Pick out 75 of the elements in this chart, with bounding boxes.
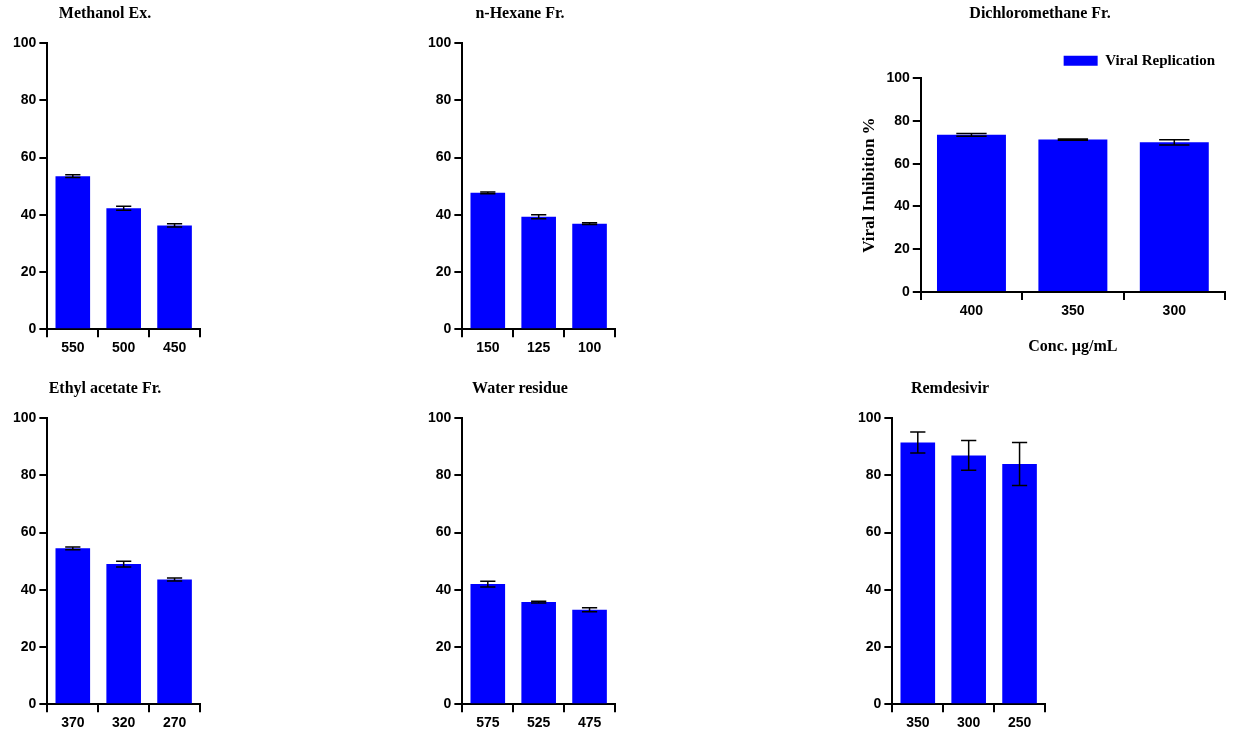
y-tick-label: 60 bbox=[435, 148, 452, 165]
y-tick-label: 80 bbox=[20, 466, 37, 483]
bar bbox=[470, 192, 506, 329]
bar bbox=[572, 223, 607, 329]
chart-title: Water residue bbox=[472, 378, 568, 396]
y-tick-label: 20 bbox=[20, 262, 37, 279]
y-tick-label: 20 bbox=[894, 240, 910, 257]
y-tick-label: 0 bbox=[443, 320, 452, 337]
y-tick-label: 20 bbox=[865, 637, 882, 654]
bar bbox=[55, 548, 91, 704]
x-tick-label: 350 bbox=[1061, 302, 1085, 319]
x-tick-label: 320 bbox=[112, 714, 136, 731]
y-tick-label: 100 bbox=[858, 409, 882, 426]
x-axis-title: Conc. µg/mL bbox=[1028, 336, 1118, 355]
y-tick-label: 80 bbox=[435, 91, 452, 108]
y-tick-label: 60 bbox=[894, 154, 910, 171]
y-tick-label: 0 bbox=[873, 695, 882, 712]
y-tick-label: 40 bbox=[435, 205, 452, 222]
x-tick-label: 125 bbox=[527, 339, 551, 356]
bar bbox=[106, 208, 141, 329]
y-tick-label: 100 bbox=[13, 409, 37, 426]
x-tick-label: 475 bbox=[577, 714, 602, 731]
y-tick-label: 80 bbox=[865, 466, 882, 483]
x-tick-label: 100 bbox=[577, 339, 602, 356]
x-tick-label: 300 bbox=[1162, 302, 1187, 319]
y-tick-label: 40 bbox=[20, 205, 37, 222]
y-tick-label: 0 bbox=[28, 320, 37, 337]
y-tick-label: 100 bbox=[428, 409, 452, 426]
bar bbox=[1002, 463, 1037, 704]
y-tick-label: 0 bbox=[28, 695, 37, 712]
y-tick-label: 40 bbox=[20, 580, 37, 597]
chart-title: n-Hexane Fr. bbox=[475, 3, 565, 21]
x-tick-label: 250 bbox=[1007, 714, 1032, 731]
x-tick-label: 500 bbox=[112, 339, 136, 356]
bar bbox=[951, 455, 986, 704]
y-tick-label: 100 bbox=[13, 34, 37, 51]
y-tick-label: 20 bbox=[435, 262, 452, 279]
x-tick-label: 525 bbox=[527, 714, 551, 731]
legend-label: Viral Replication bbox=[1105, 51, 1216, 68]
x-tick-label: 550 bbox=[61, 339, 85, 356]
y-tick-label: 80 bbox=[20, 91, 37, 108]
bar bbox=[157, 579, 192, 704]
x-tick-label: 575 bbox=[476, 714, 500, 731]
y-tick-label: 40 bbox=[894, 197, 910, 214]
y-tick-label: 60 bbox=[435, 523, 452, 540]
y-tick-label: 20 bbox=[435, 637, 452, 654]
chart-title: Ethyl acetate Fr. bbox=[48, 378, 162, 397]
bar bbox=[55, 176, 91, 329]
y-tick-label: 0 bbox=[901, 282, 910, 299]
bar bbox=[106, 564, 141, 704]
x-tick-label: 450 bbox=[162, 339, 187, 356]
chart-title: Dichloromethane Fr. bbox=[969, 3, 1111, 21]
y-tick-label: 0 bbox=[443, 695, 452, 712]
y-tick-label: 40 bbox=[865, 580, 882, 597]
y-axis-title: Viral Inhibition % bbox=[858, 117, 878, 253]
bar bbox=[157, 225, 192, 329]
x-tick-label: 400 bbox=[959, 302, 984, 319]
y-tick-label: 80 bbox=[435, 466, 452, 483]
bar bbox=[521, 216, 556, 329]
y-tick-label: 60 bbox=[20, 148, 37, 165]
x-tick-label: 270 bbox=[162, 714, 187, 731]
x-tick-label: 350 bbox=[906, 714, 930, 731]
bar bbox=[900, 442, 936, 704]
x-tick-label: 300 bbox=[957, 714, 981, 731]
y-tick-label: 60 bbox=[20, 523, 37, 540]
chart-title: Remdesivir bbox=[910, 378, 990, 396]
x-tick-label: 370 bbox=[61, 714, 85, 731]
y-tick-label: 20 bbox=[20, 637, 37, 654]
chart-title: Methanol Ex. bbox=[58, 3, 152, 21]
y-tick-label: 80 bbox=[894, 111, 910, 128]
y-tick-label: 40 bbox=[435, 580, 452, 597]
x-tick-label: 150 bbox=[476, 339, 500, 356]
y-tick-label: 100 bbox=[428, 34, 452, 51]
y-tick-label: 100 bbox=[886, 69, 910, 86]
y-tick-label: 60 bbox=[865, 523, 882, 540]
